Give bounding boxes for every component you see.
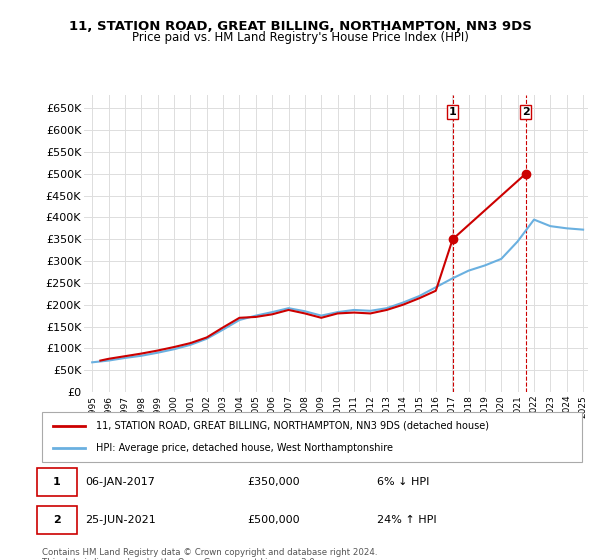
Text: 11, STATION ROAD, GREAT BILLING, NORTHAMPTON, NN3 9DS (detached house): 11, STATION ROAD, GREAT BILLING, NORTHAM… bbox=[96, 421, 489, 431]
FancyBboxPatch shape bbox=[42, 412, 582, 462]
Text: £500,000: £500,000 bbox=[247, 515, 300, 525]
Text: Price paid vs. HM Land Registry's House Price Index (HPI): Price paid vs. HM Land Registry's House … bbox=[131, 31, 469, 44]
Text: 24% ↑ HPI: 24% ↑ HPI bbox=[377, 515, 436, 525]
Text: 11, STATION ROAD, GREAT BILLING, NORTHAMPTON, NN3 9DS: 11, STATION ROAD, GREAT BILLING, NORTHAM… bbox=[68, 20, 532, 32]
Text: 2: 2 bbox=[53, 515, 61, 525]
Text: £350,000: £350,000 bbox=[247, 477, 300, 487]
FancyBboxPatch shape bbox=[37, 506, 77, 534]
Text: 25-JUN-2021: 25-JUN-2021 bbox=[85, 515, 156, 525]
Text: Contains HM Land Registry data © Crown copyright and database right 2024.
This d: Contains HM Land Registry data © Crown c… bbox=[42, 548, 377, 560]
Text: 1: 1 bbox=[53, 477, 61, 487]
Text: 6% ↓ HPI: 6% ↓ HPI bbox=[377, 477, 429, 487]
FancyBboxPatch shape bbox=[37, 468, 77, 496]
Text: HPI: Average price, detached house, West Northamptonshire: HPI: Average price, detached house, West… bbox=[96, 443, 393, 453]
Text: 06-JAN-2017: 06-JAN-2017 bbox=[85, 477, 155, 487]
Text: 2: 2 bbox=[522, 107, 530, 117]
Text: 1: 1 bbox=[449, 107, 457, 117]
